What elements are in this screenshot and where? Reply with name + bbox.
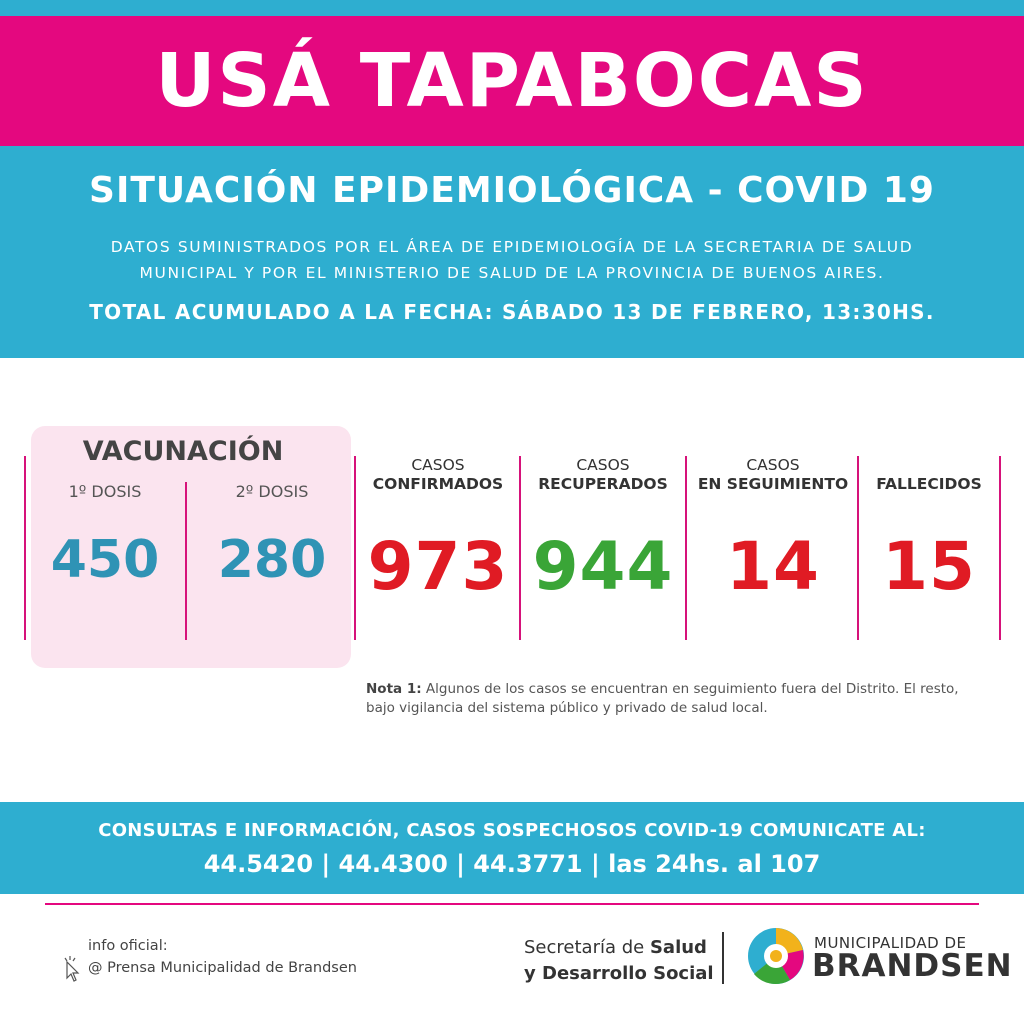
- source-line-1: DATOS SUMINISTRADOS POR EL ÁREA DE EPIDE…: [110, 238, 914, 256]
- header-section: SITUACIÓN EPIDEMIOLÓGICA - COVID 19 DATO…: [0, 146, 1024, 358]
- municipality-name: BRANDSEN: [812, 948, 1013, 984]
- note-text-2: bajo vigilancia del sistema público y pr…: [366, 700, 768, 716]
- divider: [685, 456, 687, 640]
- divider: [354, 456, 356, 640]
- divider: [999, 456, 1001, 640]
- contact-title: CONSULTAS E INFORMACIÓN, CASOS SOSPECHOS…: [98, 820, 926, 841]
- municipality-label: MUNICIPALIDAD DE: [814, 934, 967, 952]
- info-label: info oficial:: [88, 938, 168, 954]
- page-title: SITUACIÓN EPIDEMIOLÓGICA - COVID 19: [89, 170, 935, 211]
- divider: [24, 456, 26, 640]
- contact-phones: 44.5420 | 44.4300 | 44.3771 | las 24hs. …: [203, 850, 821, 878]
- secretaria-line-1: Secretaría de Salud: [524, 937, 707, 958]
- divider: [857, 456, 859, 640]
- secretaria-line-2: y Desarrollo Social: [524, 963, 714, 984]
- vaccination-panel: [31, 426, 351, 668]
- monitoring-value: 14: [726, 528, 820, 605]
- press-handle: @ Prensa Municipalidad de Brandsen: [88, 960, 357, 976]
- confirmed-label: CASOS CONFIRMADOS: [372, 456, 504, 493]
- recovered-label: CASOS RECUPERADOS: [538, 456, 668, 493]
- divider: [185, 482, 187, 640]
- dose1-label: 1º DOSIS: [68, 482, 142, 501]
- source-line-2: MUNICIPAL Y POR EL MINISTERIO DE SALUD D…: [139, 264, 885, 282]
- monitoring-label: CASOS EN SEGUIMIENTO: [697, 456, 849, 493]
- divider: [722, 932, 724, 984]
- divider: [519, 456, 521, 640]
- note: Nota 1: Algunos de los casos se encuentr…: [366, 680, 986, 718]
- dose1-value: 450: [50, 530, 160, 590]
- cursor-icon: [64, 956, 80, 982]
- source-note: DATOS SUMINISTRADOS POR EL ÁREA DE EPIDE…: [40, 234, 984, 286]
- deceased-value: 15: [882, 528, 976, 605]
- deceased-label: FALLECIDOS: [876, 475, 982, 493]
- banner-title: USÁ TAPABOCAS: [155, 38, 869, 124]
- confirmed-value: 973: [367, 528, 509, 605]
- dose2-value: 280: [217, 530, 327, 590]
- note-text-1: Algunos de los casos se encuentran en se…: [421, 681, 959, 697]
- divider: [45, 903, 979, 905]
- note-label: Nota 1:: [366, 681, 422, 697]
- dose2-label: 2º DOSIS: [235, 482, 309, 501]
- municipality-logo-icon: [748, 928, 804, 985]
- banner: USÁ TAPABOCAS: [0, 16, 1024, 146]
- top-strip: [0, 0, 1024, 16]
- vaccination-title: VACUNACIÓN: [82, 436, 284, 467]
- recovered-value: 944: [532, 528, 674, 605]
- contact-section: CONSULTAS E INFORMACIÓN, CASOS SOSPECHOS…: [0, 802, 1024, 894]
- date-line: TOTAL ACUMULADO A LA FECHA: SÁBADO 13 DE…: [89, 300, 935, 324]
